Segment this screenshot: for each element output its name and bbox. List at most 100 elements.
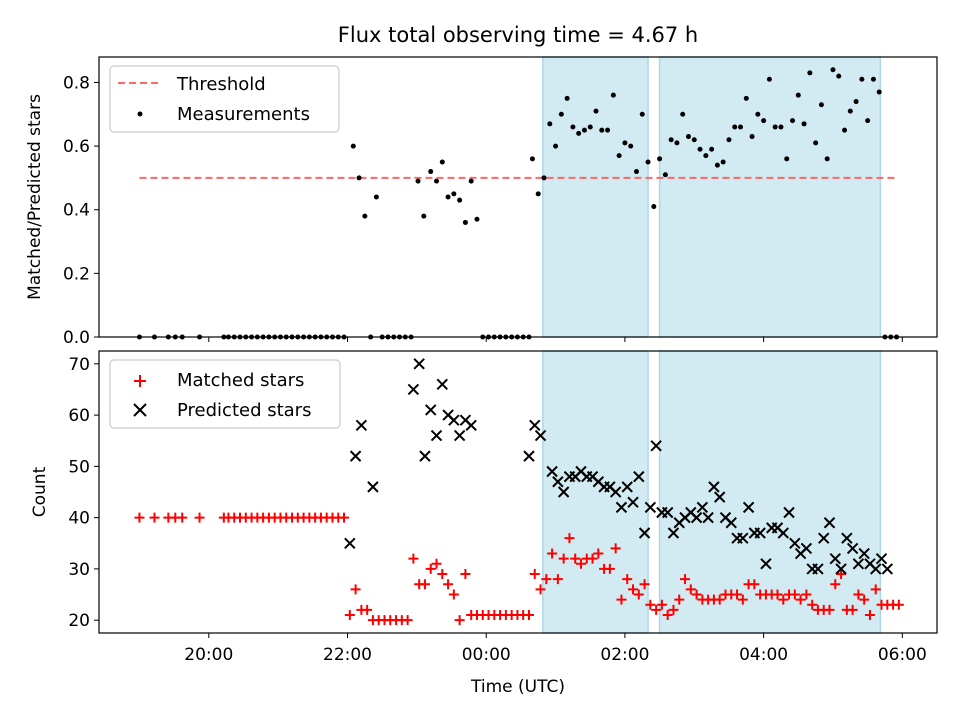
matched-star-marker: [610, 543, 621, 554]
measurement-point: [865, 118, 871, 124]
predicted-star-marker: [627, 496, 639, 508]
matched-star-marker: [448, 589, 459, 600]
matched-star-marker: [778, 594, 789, 605]
legend-predicted-swatch: [133, 403, 147, 417]
measurement-point: [616, 153, 622, 159]
measurement-point: [553, 143, 559, 149]
predicted-star-marker: [841, 532, 853, 544]
measurement-point: [859, 76, 865, 82]
top-y-axis-label: Matched/Predicted stars: [25, 94, 45, 300]
matched-star-marker: [864, 610, 875, 621]
measurement-point: [697, 146, 703, 152]
matched-star-marker: [639, 579, 650, 590]
measurement-point: [350, 143, 356, 149]
predicted-star-marker: [638, 527, 651, 539]
matched-star-marker: [656, 599, 667, 610]
predicted-star-marker: [448, 414, 460, 426]
measurement-point: [795, 92, 801, 98]
measurement-point: [651, 204, 657, 210]
predicted-star-marker: [644, 501, 657, 514]
predicted-star-marker: [534, 429, 547, 442]
matched-star-marker: [408, 553, 419, 564]
predicted-star-marker: [465, 419, 477, 432]
x-tick-label: 20:00: [184, 645, 233, 665]
predicted-star-marker: [349, 450, 362, 462]
predicted-star-marker: [737, 532, 749, 544]
predicted-star-points: [344, 358, 894, 575]
matched-star-marker: [339, 512, 350, 523]
predicted-star-marker: [413, 358, 425, 370]
x-tick-label: 06:00: [878, 645, 927, 665]
top-plot-frame: [98, 56, 938, 338]
measurement-point: [457, 197, 463, 203]
matched-star-marker: [460, 569, 471, 580]
measurement-point: [462, 219, 468, 225]
predicted-star-marker: [829, 552, 841, 565]
measurement-point: [662, 172, 668, 178]
matched-star-marker: [616, 594, 627, 605]
predicted-star-marker: [702, 511, 714, 524]
matched-star-marker: [535, 584, 546, 595]
bottom-y-tick-label: 50: [68, 457, 90, 477]
predicted-star-marker: [661, 506, 674, 519]
measurement-point: [570, 124, 576, 130]
matched-star-marker: [149, 512, 160, 523]
matched-star-marker: [547, 548, 558, 559]
measurement-point: [709, 146, 715, 152]
predicted-star-marker: [777, 527, 789, 539]
matched-star-marker: [454, 615, 465, 626]
measurement-point: [847, 108, 853, 114]
legend-predicted-label: Predicted stars: [177, 400, 311, 421]
bottom-y-tick-label: 40: [68, 509, 90, 529]
measurement-point: [807, 70, 813, 76]
matched-star-marker: [651, 604, 662, 615]
measurement-point: [633, 169, 639, 175]
predicted-star-marker: [419, 450, 431, 462]
x-axis-label: Time (UTC): [470, 677, 565, 697]
measurement-point: [674, 140, 680, 146]
measurement-point: [870, 76, 876, 82]
predicted-star-marker: [742, 501, 755, 514]
matched-star-marker: [523, 610, 534, 621]
measurement-point: [529, 156, 535, 162]
predicted-star-marker: [407, 383, 420, 396]
measurement-point: [564, 95, 570, 101]
measurement-point: [720, 159, 726, 165]
matched-star-marker: [575, 558, 586, 569]
predicted-star-marker: [800, 542, 813, 555]
matched-star-marker: [425, 563, 436, 574]
predicted-star-marker: [552, 476, 564, 488]
matched-star-marker: [691, 589, 702, 600]
predicted-star-marker: [633, 470, 645, 483]
matched-star-marker: [431, 558, 442, 569]
matched-star-marker: [628, 584, 639, 595]
measurement-point: [772, 124, 778, 130]
matched-star-marker: [437, 569, 448, 580]
x-tick-label: 22:00: [323, 645, 372, 665]
predicted-star-marker: [846, 542, 859, 555]
matched-star-marker: [541, 574, 552, 585]
predicted-star-marker: [615, 501, 628, 514]
measurement-point: [622, 140, 628, 146]
matched-star-marker: [807, 599, 818, 610]
matched-star-marker: [194, 512, 205, 523]
matched-star-marker: [593, 548, 604, 559]
observing-interval-band: [658, 350, 882, 634]
measurement-point: [853, 99, 859, 105]
predicted-star-marker: [760, 558, 772, 570]
measurement-point: [593, 108, 599, 114]
predicted-star-marker: [818, 532, 830, 544]
matched-star-marker: [737, 594, 748, 605]
bottom-y-tick-label: 70: [68, 355, 90, 375]
bottom-legend: Matched stars Predicted stars: [109, 359, 341, 429]
measurement-point: [685, 134, 691, 140]
predicted-star-marker: [667, 527, 680, 539]
measurement-point: [535, 191, 541, 197]
matched-star-marker: [419, 579, 430, 590]
matched-star-marker: [443, 579, 454, 590]
legend-measurements-label: Measurements: [177, 104, 310, 125]
bottom-y-axis-ticks: 20 30 40 50 60 70: [68, 355, 99, 631]
matched-star-marker: [795, 594, 806, 605]
matched-star-points: [134, 512, 904, 626]
